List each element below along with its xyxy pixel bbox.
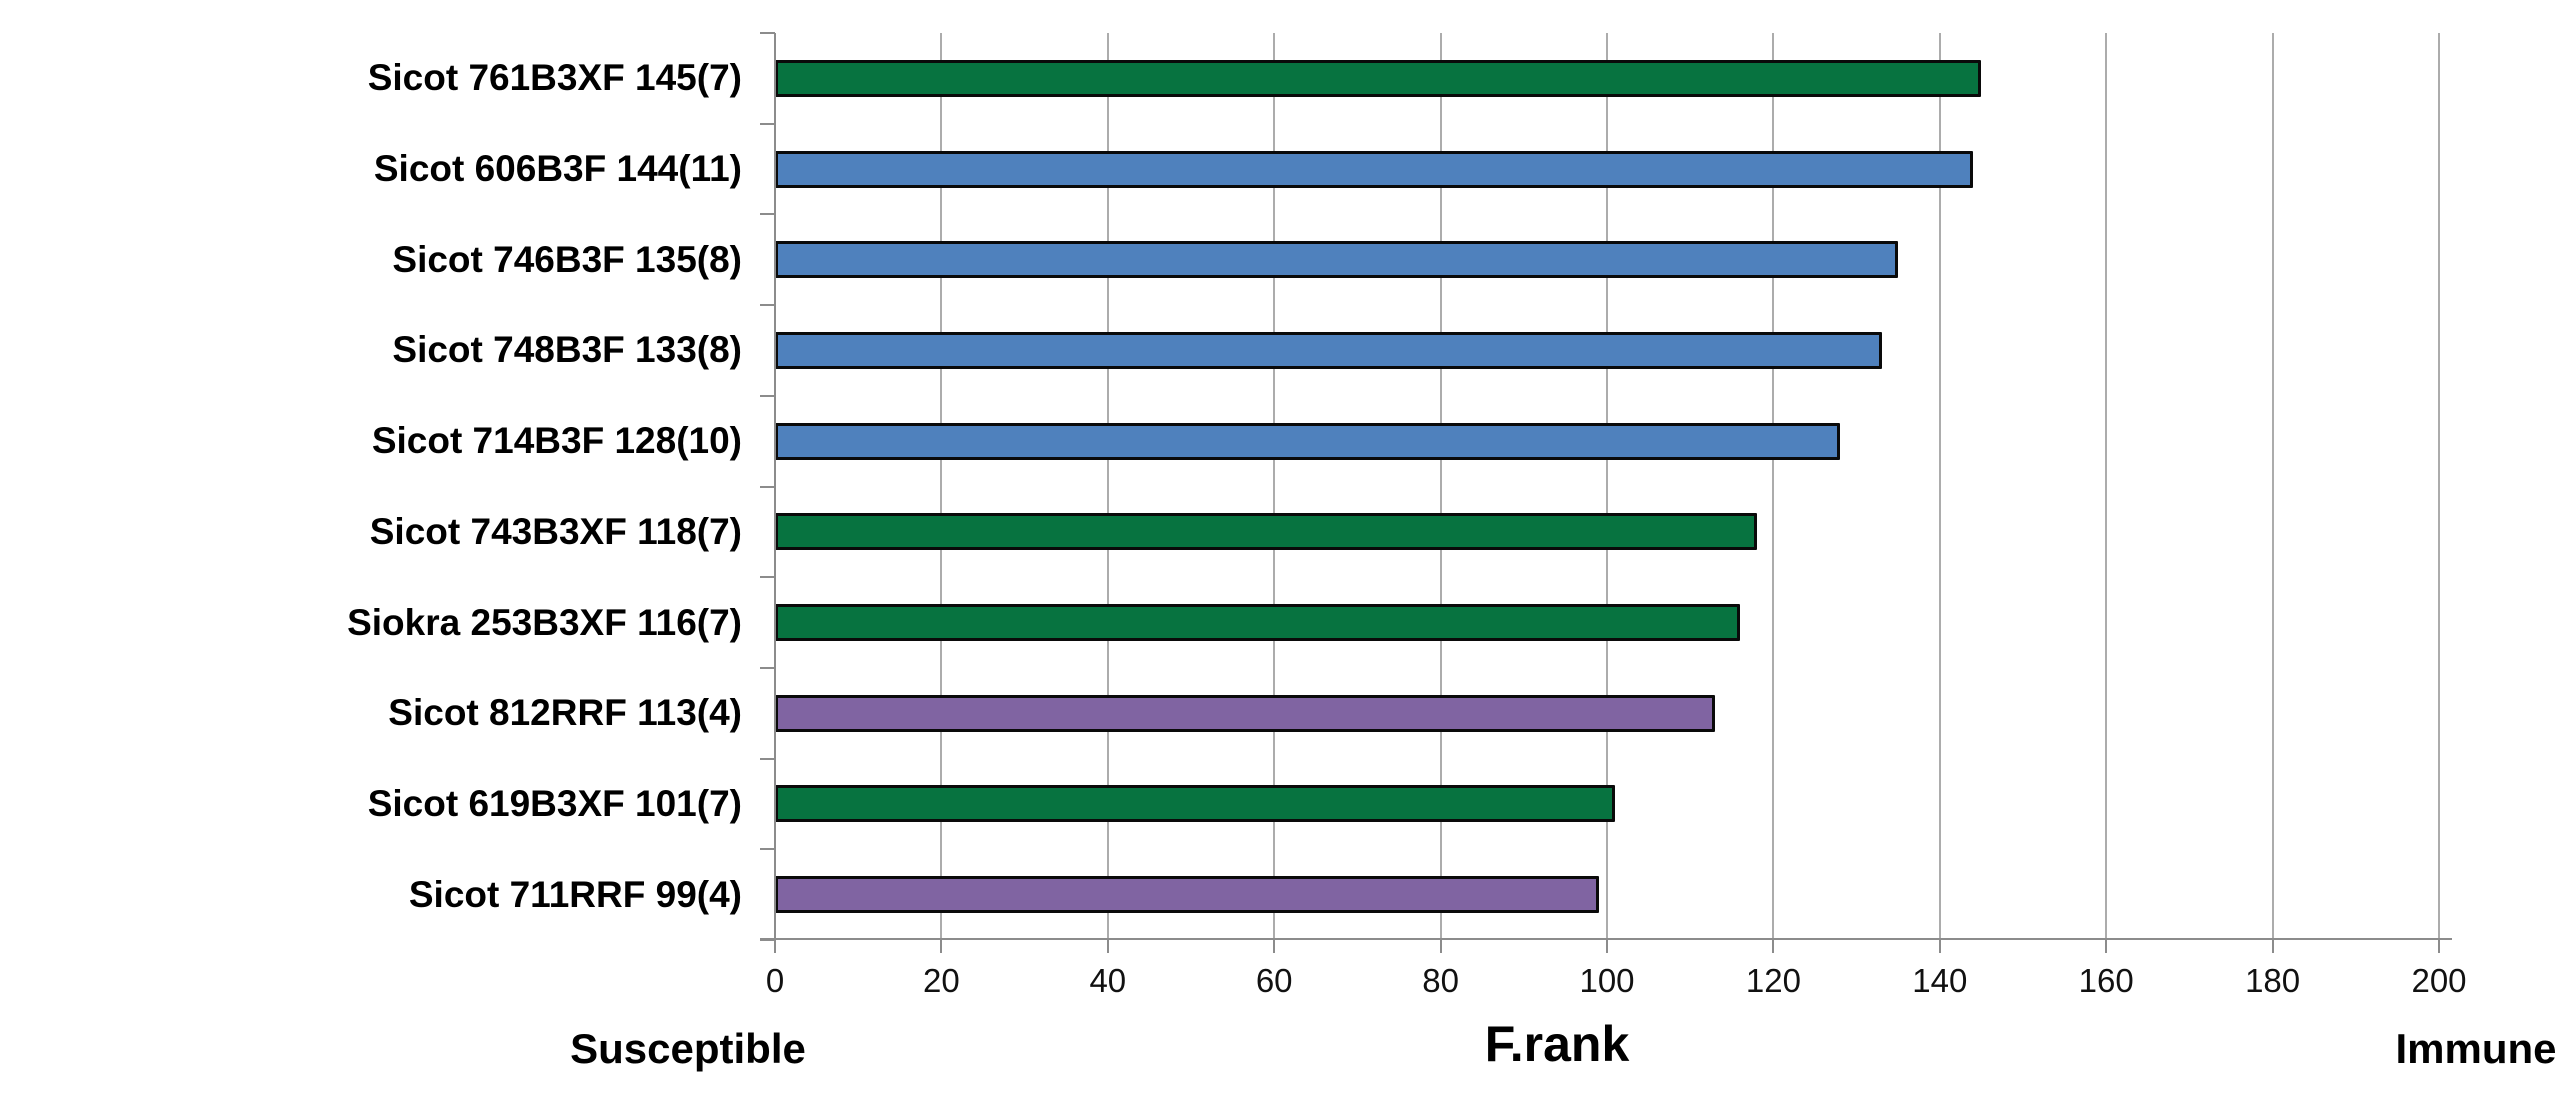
- gridline: [2271, 33, 2274, 940]
- x-axis-tick-label: 180: [2245, 962, 2301, 999]
- x-axis-tick: [1439, 940, 1442, 953]
- category-label: Sicot 748B3F 133(8): [392, 329, 742, 371]
- category-label: Siokra 253B3XF 116(7): [347, 601, 742, 643]
- y-axis-tick: [760, 939, 775, 941]
- y-axis-tick: [760, 304, 775, 307]
- category-label: Sicot 711RRF 99(4): [408, 873, 742, 915]
- x-axis-tick: [1938, 940, 1941, 953]
- y-axis-tick: [760, 576, 775, 579]
- x-axis-tick: [1772, 940, 1775, 953]
- bar: [775, 604, 1741, 642]
- y-axis-tick: [760, 757, 775, 760]
- category-label: Sicot 619B3XF 101(7): [367, 782, 742, 824]
- bar: [775, 694, 1716, 732]
- bar: [775, 513, 1757, 551]
- category-label: Sicot 606B3F 144(11): [373, 148, 742, 190]
- gridline: [1273, 33, 1276, 940]
- gridline: [1772, 33, 1775, 940]
- x-axis-right-caption: Immune: [2395, 1025, 2557, 1072]
- category-label: Sicot 812RRF 113(4): [388, 692, 742, 734]
- gridline: [2438, 33, 2440, 940]
- x-axis-line: [760, 938, 2452, 940]
- gridline: [1106, 33, 1109, 940]
- x-axis-tick: [774, 940, 776, 953]
- x-axis-tick-label: 200: [2411, 962, 2467, 999]
- x-axis-title: F.rank: [1484, 1016, 1630, 1072]
- bar: [775, 150, 1974, 188]
- y-axis-tick: [760, 122, 775, 125]
- gridline: [1606, 33, 1608, 940]
- y-axis-tick: [760, 32, 775, 34]
- x-axis-tick: [1106, 940, 1109, 953]
- y-axis-tick: [760, 213, 775, 216]
- bar: [775, 241, 1899, 279]
- y-axis-tick: [760, 666, 775, 669]
- x-axis-tick-label: 120: [1745, 962, 1801, 999]
- x-axis-tick-label: 40: [1089, 962, 1127, 999]
- gridline: [2105, 33, 2108, 940]
- category-label: Sicot 746B3F 135(8): [392, 238, 742, 280]
- bar: [775, 876, 1599, 914]
- y-axis-tick: [760, 394, 775, 397]
- bar: [775, 59, 1982, 97]
- x-axis-left-caption: Susceptible: [570, 1025, 806, 1072]
- x-axis-tick: [1273, 940, 1276, 953]
- gridline: [1439, 33, 1442, 940]
- x-axis-tick-label: 0: [765, 962, 785, 999]
- x-axis-tick-label: 160: [2078, 962, 2134, 999]
- y-axis-tick: [760, 848, 775, 851]
- bar: [775, 785, 1616, 823]
- bar: [775, 331, 1882, 369]
- x-axis-tick: [2271, 940, 2274, 953]
- bar: [775, 422, 1840, 460]
- x-axis-tick-label: 80: [1422, 962, 1459, 999]
- category-label: Sicot 714B3F 128(10): [371, 420, 742, 462]
- plot-area: [775, 33, 2440, 940]
- gridline: [1938, 33, 1941, 940]
- y-axis-tick: [760, 485, 775, 488]
- x-axis-tick: [940, 940, 943, 953]
- x-axis-tick-label: 60: [1255, 962, 1293, 999]
- category-label: Sicot 743B3XF 118(7): [369, 510, 742, 552]
- x-axis-tick-label: 20: [923, 962, 960, 999]
- x-axis-tick: [2105, 940, 2108, 953]
- y-axis-line: [774, 33, 776, 952]
- category-label: Sicot 761B3XF 145(7): [367, 57, 742, 99]
- gridline: [940, 33, 943, 940]
- x-axis-tick: [1606, 940, 1608, 953]
- x-axis-tick-label: 140: [1912, 962, 1968, 999]
- x-axis-tick: [2438, 940, 2440, 953]
- x-axis-tick-label: 100: [1579, 962, 1635, 999]
